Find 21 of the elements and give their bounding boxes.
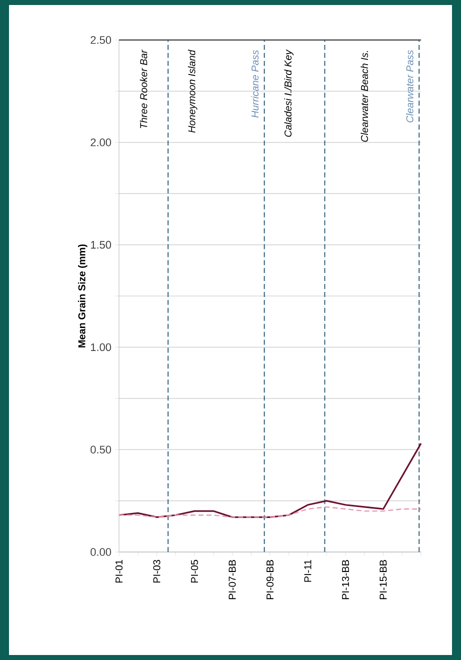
x-tick-label: PI-11 — [304, 560, 312, 582]
annotation: Caladesi I./Bird Key — [284, 49, 294, 137]
x-tick-label: PI-01 — [115, 560, 123, 583]
x-tick-label: PI-15-BB — [380, 560, 387, 600]
annotation: Honeymoon Island — [188, 50, 198, 133]
y-tick-label: 0.50 — [90, 446, 112, 454]
x-tick-label: PI-13-BB — [342, 560, 350, 600]
x-tick-label: PI-09-BB — [266, 560, 274, 600]
annotation: Clearwater Pass — [406, 50, 414, 122]
x-tick-label: PI-05 — [190, 560, 198, 583]
y-tick-label: 1.00 — [90, 343, 112, 352]
y-tick-label: 0.00 — [90, 548, 112, 556]
annotation: Three Rooker Bar — [140, 50, 148, 128]
annotation: Clearwater Beach Is. — [360, 51, 368, 142]
x-tick-label: PI-07-BB — [228, 560, 236, 600]
x-tick-label: PI-03 — [153, 560, 160, 583]
y-tick-label: 1.50 — [90, 240, 112, 249]
y-tick-label: 2.00 — [90, 138, 112, 146]
annotation: Hurricane Pass — [251, 50, 259, 118]
y-axis-title: Mean Grain Size (mm) — [78, 244, 88, 348]
y-tick-label: 2.50 — [90, 36, 112, 44]
